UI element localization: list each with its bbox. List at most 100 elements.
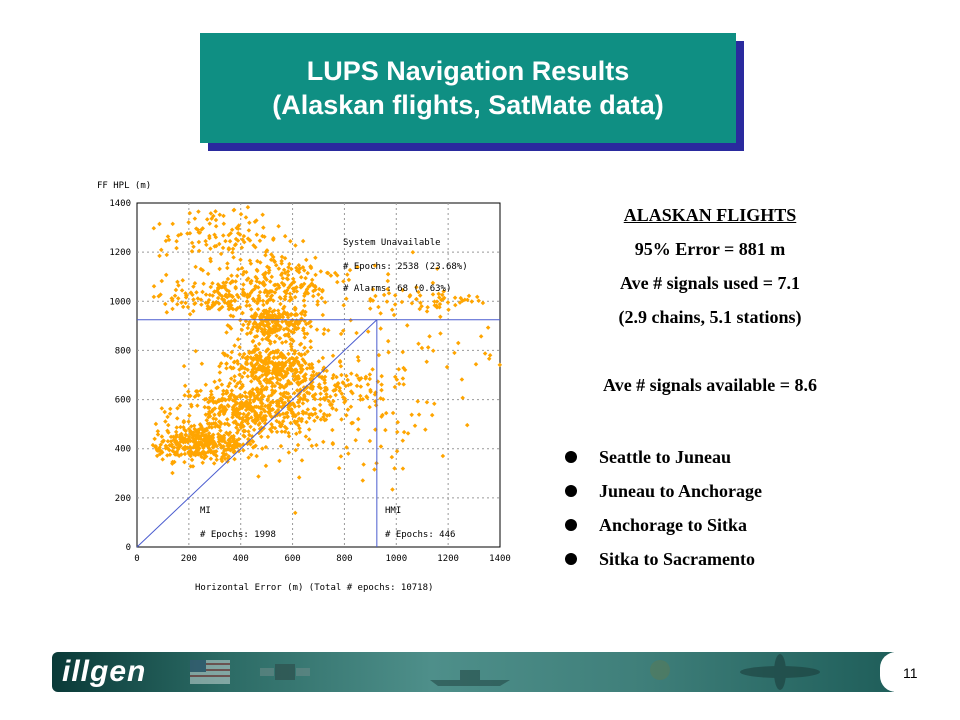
data-point [235, 410, 240, 416]
data-point [256, 341, 262, 347]
data-point [405, 431, 411, 436]
annotation-hmi: HMI [385, 506, 401, 516]
data-point [295, 322, 301, 327]
data-point [240, 287, 246, 292]
data-point [216, 283, 222, 288]
data-point [315, 302, 320, 307]
data-point [346, 451, 351, 456]
data-point [294, 431, 299, 437]
data-point [308, 376, 313, 382]
data-point [322, 300, 328, 305]
data-point [248, 290, 254, 295]
data-point [248, 452, 254, 458]
data-point [376, 352, 382, 358]
data-point [380, 412, 385, 418]
data-point [318, 391, 323, 396]
data-point [296, 403, 302, 409]
route-item: Sitka to Sacramento [565, 542, 762, 576]
data-point [287, 403, 293, 408]
data-point [257, 322, 263, 328]
data-point [372, 467, 377, 472]
data-point [200, 226, 205, 231]
data-point [282, 233, 288, 239]
data-point [268, 341, 273, 346]
data-point [257, 350, 263, 356]
data-point [202, 397, 207, 402]
data-point [214, 457, 219, 462]
data-point [253, 274, 258, 280]
data-point [345, 377, 350, 383]
data-point [202, 404, 208, 410]
annotation-hmi-epochs: # Epochs: 446 [385, 530, 455, 540]
data-point [260, 418, 265, 424]
data-point [486, 356, 492, 361]
y-tick-label: 1200 [109, 248, 131, 258]
data-point [367, 372, 373, 377]
data-point [285, 277, 291, 282]
data-point [331, 398, 336, 404]
data-point [318, 396, 323, 402]
data-point [278, 353, 283, 358]
data-point [365, 329, 371, 334]
data-point [473, 362, 479, 367]
data-point [302, 345, 307, 351]
data-point [320, 367, 326, 372]
data-point [230, 246, 236, 252]
data-point [262, 327, 268, 332]
data-point [308, 264, 313, 269]
data-point [213, 449, 219, 454]
data-point [279, 422, 285, 427]
data-point [167, 411, 173, 417]
data-point [389, 454, 395, 460]
illgen-logo: illgen [62, 655, 147, 688]
data-point [353, 437, 358, 443]
stats-error95: 95% Error = 881 m [634, 239, 786, 259]
data-point [207, 292, 213, 298]
data-point [218, 428, 223, 433]
data-point [378, 326, 383, 331]
data-point [277, 335, 283, 341]
data-point [245, 276, 251, 281]
data-point [321, 411, 327, 417]
data-point [298, 395, 303, 401]
data-point [191, 284, 196, 289]
data-point [257, 298, 262, 303]
data-point [289, 312, 294, 317]
data-point [241, 282, 246, 287]
data-point [432, 401, 437, 407]
data-point [254, 386, 260, 391]
data-point [209, 398, 215, 403]
data-point [379, 373, 384, 379]
data-point [272, 363, 277, 368]
data-point [282, 304, 287, 310]
data-point [182, 383, 188, 389]
data-point [274, 429, 280, 435]
data-point [332, 383, 338, 388]
data-point [311, 406, 317, 412]
data-point [320, 312, 326, 318]
data-point [307, 415, 312, 421]
data-point [256, 366, 261, 372]
data-point [179, 431, 184, 437]
data-point [196, 239, 202, 245]
data-point [279, 366, 284, 371]
title-line-1: LUPS Navigation Results [306, 56, 630, 86]
data-point [236, 428, 241, 433]
data-point [283, 394, 288, 400]
data-point [299, 418, 304, 424]
data-point [309, 362, 315, 367]
data-point [266, 355, 272, 361]
data-point [298, 318, 304, 323]
data-point [267, 352, 272, 357]
data-point [196, 248, 202, 254]
data-point [476, 298, 481, 303]
data-point [227, 430, 233, 435]
data-point [392, 466, 397, 471]
data-point [424, 359, 429, 364]
footer-cap [880, 652, 908, 692]
data-point [332, 270, 338, 276]
data-point [245, 354, 250, 360]
data-point [321, 395, 327, 401]
data-point [429, 412, 435, 418]
data-point [264, 300, 270, 306]
